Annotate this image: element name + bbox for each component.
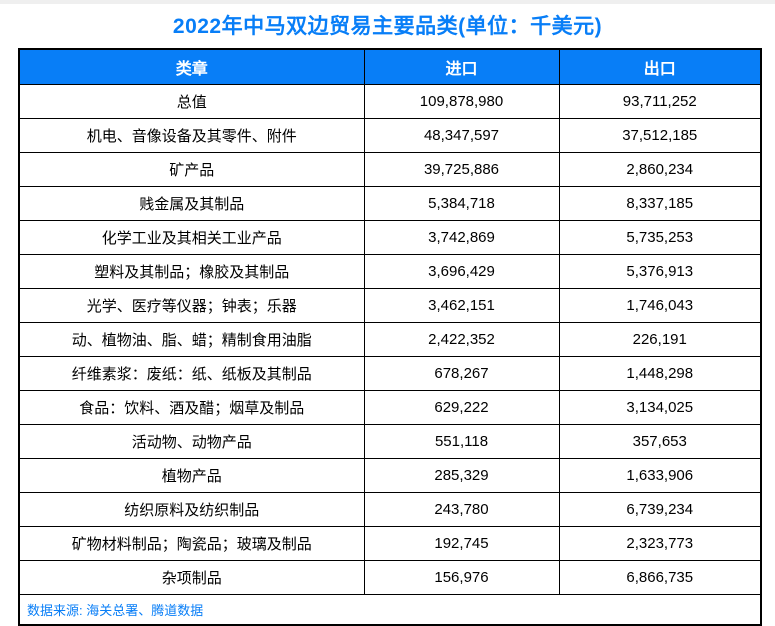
export-cell: 37,512,185 bbox=[558, 118, 762, 153]
page-title: 2022年中马双边贸易主要品类(单位：千美元) bbox=[172, 15, 603, 38]
table-row: 塑料及其制品；橡胶及其制品 3,696,429 5,376,913 bbox=[18, 254, 762, 289]
table-row: 纺织原料及纺织制品 243,780 6,739,234 bbox=[18, 492, 762, 527]
category-cell: 杂项制品 bbox=[18, 560, 365, 595]
category-cell: 纺织原料及纺织制品 bbox=[18, 492, 365, 527]
table-row: 光学、医疗等仪器；钟表；乐器 3,462,151 1,746,043 bbox=[18, 288, 762, 323]
table-row: 机电、音像设备及其零件、附件 48,347,597 37,512,185 bbox=[18, 118, 762, 153]
export-cell: 1,448,298 bbox=[558, 356, 762, 391]
category-cell: 化学工业及其相关工业产品 bbox=[18, 220, 365, 255]
export-cell: 5,735,253 bbox=[558, 220, 762, 255]
table-row: 总值 109,878,980 93,711,252 bbox=[18, 84, 762, 119]
export-cell: 6,866,735 bbox=[558, 560, 762, 595]
import-cell: 5,384,718 bbox=[363, 186, 560, 221]
header-export: 出口 bbox=[558, 48, 762, 85]
header-category: 类章 bbox=[18, 48, 365, 85]
export-cell: 2,323,773 bbox=[558, 526, 762, 561]
import-cell: 3,462,151 bbox=[363, 288, 560, 323]
table-row: 杂项制品 156,976 6,866,735 bbox=[18, 560, 762, 595]
import-cell: 39,725,886 bbox=[363, 152, 560, 187]
category-cell: 总值 bbox=[18, 84, 365, 119]
import-cell: 109,878,980 bbox=[363, 84, 560, 119]
import-cell: 2,422,352 bbox=[363, 322, 560, 357]
import-cell: 48,347,597 bbox=[363, 118, 560, 153]
table-row: 动、植物油、脂、蜡；精制食用油脂 2,422,352 226,191 bbox=[18, 322, 762, 357]
import-cell: 3,696,429 bbox=[363, 254, 560, 289]
category-cell: 植物产品 bbox=[18, 458, 365, 493]
table-row: 化学工业及其相关工业产品 3,742,869 5,735,253 bbox=[18, 220, 762, 255]
export-cell: 226,191 bbox=[558, 322, 762, 357]
import-cell: 678,267 bbox=[363, 356, 560, 391]
category-cell: 贱金属及其制品 bbox=[18, 186, 365, 221]
category-cell: 纤维素浆：废纸：纸、纸板及其制品 bbox=[18, 356, 365, 391]
export-cell: 357,653 bbox=[558, 424, 762, 459]
table-row: 食品：饮料、酒及醋；烟草及制品 629,222 3,134,025 bbox=[18, 390, 762, 425]
header-row: 类章 进口 出口 bbox=[18, 48, 762, 85]
import-cell: 3,742,869 bbox=[363, 220, 560, 255]
table-row: 矿物材料制品；陶瓷品；玻璃及制品 192,745 2,323,773 bbox=[18, 526, 762, 561]
header-import: 进口 bbox=[363, 48, 560, 85]
table-row: 贱金属及其制品 5,384,718 8,337,185 bbox=[18, 186, 762, 221]
data-source-note: 数据来源: 海关总署、腾道数据 bbox=[18, 594, 762, 626]
export-cell: 2,860,234 bbox=[558, 152, 762, 187]
top-strip bbox=[0, 0, 775, 4]
category-cell: 矿产品 bbox=[18, 152, 365, 187]
export-cell: 6,739,234 bbox=[558, 492, 762, 527]
import-cell: 243,780 bbox=[363, 492, 560, 527]
category-cell: 动、植物油、脂、蜡；精制食用油脂 bbox=[18, 322, 365, 357]
table-row: 矿产品 39,725,886 2,860,234 bbox=[18, 152, 762, 187]
category-cell: 塑料及其制品；橡胶及其制品 bbox=[18, 254, 365, 289]
export-cell: 1,633,906 bbox=[558, 458, 762, 493]
category-cell: 活动物、动物产品 bbox=[18, 424, 365, 459]
import-cell: 551,118 bbox=[363, 424, 560, 459]
table-row: 纤维素浆：废纸：纸、纸板及其制品 678,267 1,448,298 bbox=[18, 356, 762, 391]
category-cell: 食品：饮料、酒及醋；烟草及制品 bbox=[18, 390, 365, 425]
export-cell: 5,376,913 bbox=[558, 254, 762, 289]
import-cell: 629,222 bbox=[363, 390, 560, 425]
import-cell: 285,329 bbox=[363, 458, 560, 493]
table-row: 植物产品 285,329 1,633,906 bbox=[18, 458, 762, 493]
category-cell: 机电、音像设备及其零件、附件 bbox=[18, 118, 365, 153]
category-cell: 光学、医疗等仪器；钟表；乐器 bbox=[18, 288, 365, 323]
export-cell: 93,711,252 bbox=[558, 84, 762, 119]
category-cell: 矿物材料制品；陶瓷品；玻璃及制品 bbox=[18, 526, 365, 561]
import-cell: 156,976 bbox=[363, 560, 560, 595]
export-cell: 3,134,025 bbox=[558, 390, 762, 425]
trade-table: 类章 进口 出口 总值 109,878,980 93,711,252 机电、音像设备及… bbox=[18, 48, 762, 626]
table-row: 活动物、动物产品 551,118 357,653 bbox=[18, 424, 762, 459]
source-row: 数据来源: 海关总署、腾道数据 bbox=[18, 594, 762, 626]
import-cell: 192,745 bbox=[363, 526, 560, 561]
export-cell: 1,746,043 bbox=[558, 288, 762, 323]
export-cell: 8,337,185 bbox=[558, 186, 762, 221]
